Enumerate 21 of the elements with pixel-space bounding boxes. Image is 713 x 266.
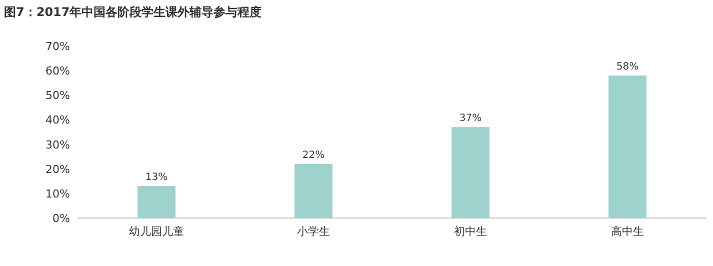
y-tick-label: 20%: [46, 162, 70, 176]
y-tick-label: 70%: [46, 40, 70, 53]
data-label: 58%: [616, 61, 639, 72]
bar: [138, 186, 176, 218]
y-tick-label: 40%: [46, 114, 70, 127]
x-tick-label: 初中生: [454, 225, 487, 238]
y-tick-label: 0%: [52, 212, 70, 225]
y-tick-label: 60%: [46, 64, 70, 78]
y-tick-label: 30%: [46, 138, 70, 152]
bar: [294, 164, 332, 218]
y-tick-label: 10%: [46, 187, 70, 200]
bar: [452, 127, 490, 218]
x-tick-label: 高中生: [611, 225, 644, 238]
data-label: 37%: [459, 113, 482, 124]
x-tick-label: 小学生: [297, 225, 330, 238]
y-tick-label: 50%: [46, 89, 70, 102]
data-label: 13%: [145, 172, 168, 184]
x-tick-label: 幼儿园儿童: [129, 225, 184, 238]
bar: [608, 75, 646, 218]
data-label: 22%: [302, 150, 325, 161]
chart-title: 图7：2017年中国各阶段学生课外辅导参与程度: [4, 5, 262, 19]
